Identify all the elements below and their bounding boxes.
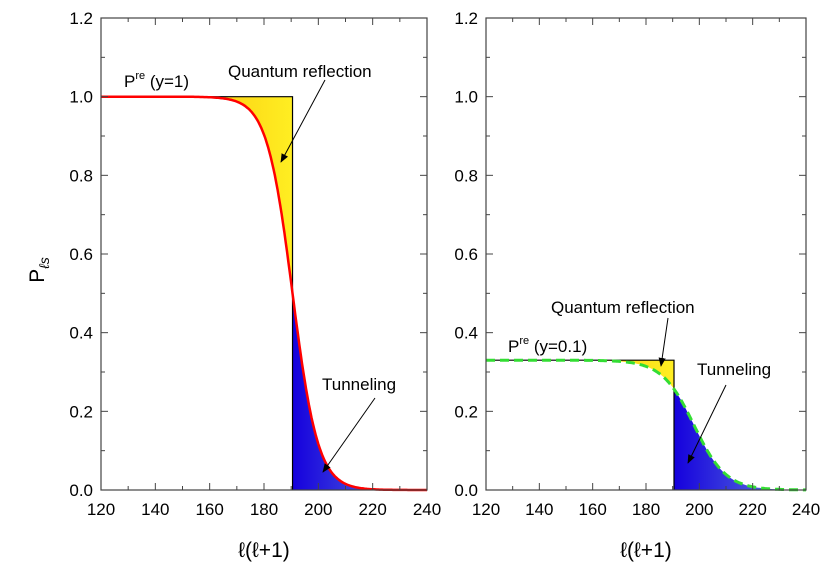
x-tick-label: 120 [87, 500, 115, 519]
curve-label-left: Pre (y=1) [124, 70, 189, 91]
reflection-arrow-left [280, 79, 326, 163]
step-function-line [101, 96, 294, 490]
y-tick-label: 1.2 [69, 9, 93, 28]
tunneling-area [292, 293, 427, 490]
y-tick-label: 1.0 [454, 88, 478, 107]
x-tick-label: 140 [525, 500, 553, 519]
x-tick-label: 200 [304, 500, 332, 519]
reflection-arrow-right [658, 317, 669, 367]
reflection-area [486, 360, 674, 390]
left-panel: 120 140 160 180 200 220 240 0.0 0.2 0.4 0.6 0.8 1.0 1… [69, 9, 441, 519]
y-tick-label: 0.4 [69, 324, 93, 343]
y-axis-label: Pℓs [26, 257, 52, 283]
x-tick-label: 120 [472, 500, 500, 519]
series-curve [101, 95, 427, 492]
x-tick-label: 180 [632, 500, 660, 519]
x-tick-label: 140 [141, 500, 169, 519]
curve-label-right: Pre (y=0.1) [508, 335, 587, 356]
y-tick-label: 0.0 [454, 481, 478, 500]
y-tick-label: 0.2 [69, 402, 93, 421]
reflection-label-right: Quantum reflection [551, 298, 695, 317]
y-tick-label: 0.6 [454, 245, 478, 264]
x-tick-label: 240 [792, 500, 820, 519]
tunneling-label-left: Tunneling [322, 375, 396, 394]
y-tick-label: 0.8 [69, 166, 93, 185]
x-tick-label: 240 [413, 500, 441, 519]
x-tick-label: 180 [250, 500, 278, 519]
reflection-label-left: Quantum reflection [228, 62, 372, 81]
y-tick-label: 0.4 [454, 324, 478, 343]
y-tick-label: 0.2 [454, 402, 478, 421]
x-tick-label: 200 [685, 500, 713, 519]
y-tick-label: 0.8 [454, 166, 478, 185]
tunneling-area [674, 389, 806, 490]
y-tick-label: 1.2 [454, 9, 478, 28]
x-tick-label: 160 [195, 500, 223, 519]
y-tick-label: 0.0 [69, 481, 93, 500]
reflection-area [101, 96, 293, 294]
y-tick-label: 1.0 [69, 88, 93, 107]
tunneling-arrow-right [687, 384, 727, 464]
x-tick-label: 160 [578, 500, 606, 519]
x-axis-label-left: ℓ(ℓ+1) [238, 539, 290, 562]
y-tick-label: 0.6 [69, 245, 93, 264]
tunneling-label-right: Tunneling [697, 360, 771, 379]
x-tick-label: 220 [738, 500, 766, 519]
series-curve [486, 358, 806, 492]
right-panel: 120 140 160 180 200 220 240 0.0 0.2 0.4 0.6 0.8 1.0 1… [454, 9, 820, 519]
x-axis-label-right: ℓ(ℓ+1) [620, 539, 672, 562]
plot-frame [485, 17, 807, 491]
step-function-line [486, 359, 675, 490]
tunneling-arrow-left [322, 397, 376, 473]
x-tick-label: 220 [358, 500, 386, 519]
